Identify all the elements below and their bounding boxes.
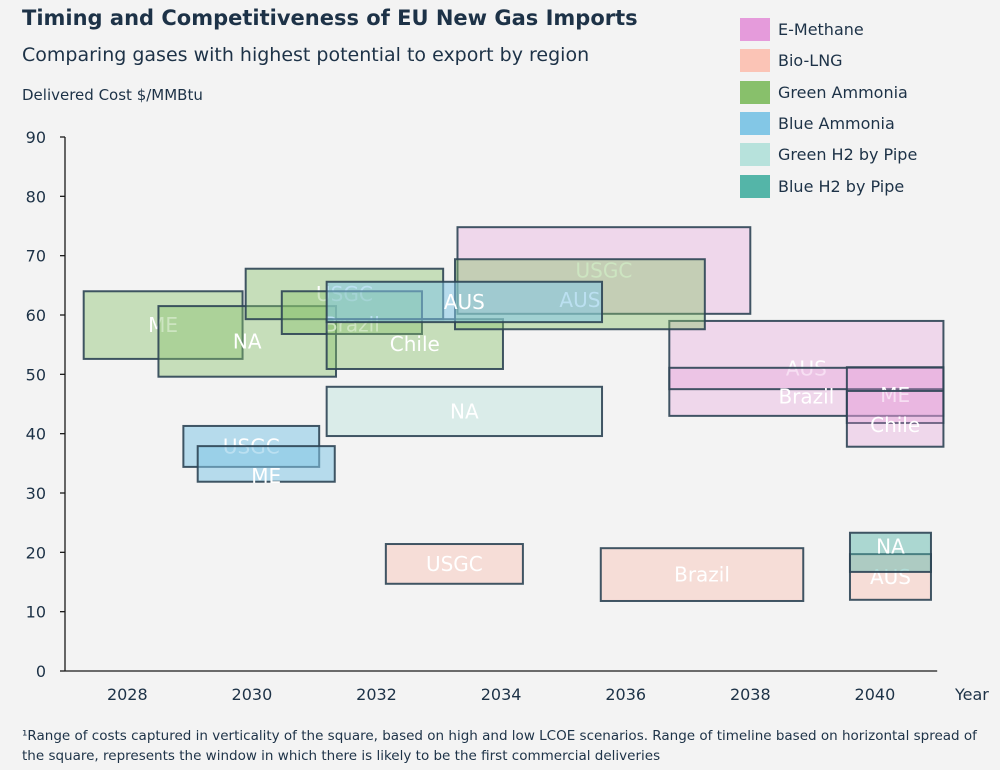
legend-swatch <box>740 18 770 42</box>
legend-swatch <box>740 143 770 167</box>
legend-item: Blue Ammonia <box>740 108 917 139</box>
x-axis-label: Year <box>954 685 989 704</box>
y-tick-label: 90 <box>26 128 46 147</box>
legend-label: Green H2 by Pipe <box>778 145 918 165</box>
range-box-blue-ammonia-aus <box>325 280 604 324</box>
x-tick-label: 2036 <box>605 685 646 704</box>
y-tick-label: 60 <box>26 306 46 325</box>
chart-subtitle: Comparing gases with highest potential t… <box>22 44 590 66</box>
legend-swatch <box>740 112 770 136</box>
footnote: ¹Range of costs captured in verticality … <box>22 728 977 764</box>
legend-label: Blue Ammonia <box>778 114 895 134</box>
box-label: Chile <box>390 332 440 356</box>
range-box-e-methane-chile <box>845 389 945 448</box>
box-label: USGC <box>426 552 483 576</box>
legend-item: Green H2 by Pipe <box>740 139 917 170</box>
box-label: ME <box>880 383 910 407</box>
legend-swatch <box>740 80 770 104</box>
box-label: NA <box>876 534 905 558</box>
x-tick-label: 2040 <box>855 685 896 704</box>
range-box-bio-lng-aus <box>848 553 932 601</box>
legend-item: Green Ammonia <box>740 77 917 108</box>
box-label: Chile <box>870 413 920 437</box>
box-label: ME <box>148 313 178 337</box>
x-tick-label: 2028 <box>107 685 148 704</box>
range-box-green-ammonia-na <box>157 305 338 378</box>
legend-swatch <box>740 49 770 73</box>
y-tick-label: 10 <box>26 603 46 622</box>
box-label: Brazil <box>674 563 730 587</box>
legend-item: Bio-LNG <box>740 45 917 76</box>
legend-label: Bio-LNG <box>778 51 843 71</box>
chart-title: Timing and Competitiveness of EU New Gas… <box>22 6 638 30</box>
y-tick-label: 70 <box>26 247 46 266</box>
y-tick-label: 30 <box>26 484 46 503</box>
y-tick-label: 40 <box>26 425 46 444</box>
y-tick-label: 50 <box>26 365 46 384</box>
y-tick-label: 80 <box>26 187 46 206</box>
legend-label: Blue H2 by Pipe <box>778 176 905 196</box>
legend-label: E-Methane <box>778 20 864 40</box>
legend-item: Blue H2 by Pipe <box>740 170 917 201</box>
box-label: NA <box>233 329 262 353</box>
legend: E-Methane Bio-LNG Green Ammonia Blue Ammoni… <box>740 14 917 202</box>
y-tick-label: 0 <box>36 662 46 681</box>
y-tick-label: 20 <box>26 543 46 562</box>
x-tick-label: 2032 <box>356 685 397 704</box>
range-box-green-ammonia-me <box>82 290 244 360</box>
legend-label: Green Ammonia <box>778 82 908 102</box>
box-label: NA <box>450 399 479 423</box>
box-label: ME <box>251 464 281 488</box>
legend-swatch <box>740 174 770 198</box>
x-tick-label: 2038 <box>730 685 771 704</box>
y-axis-label: Delivered Cost $/MMBtu <box>22 86 203 104</box>
box-label: Brazil <box>778 384 834 408</box>
x-tick-label: 2030 <box>232 685 273 704</box>
box-label: USGC <box>575 259 632 283</box>
range-box-blue-h2-by-pipe-na <box>848 531 932 573</box>
legend-item: E-Methane <box>740 14 917 45</box>
range-box-bio-lng-brazil <box>599 547 805 602</box>
box-label: AUS <box>444 290 485 314</box>
range-box-bio-lng-usgc <box>384 543 524 585</box>
box-label: AUS <box>870 565 911 589</box>
range-box-blue-ammonia-me <box>196 445 336 483</box>
range-box-green-h2-by-pipe-na <box>325 385 604 438</box>
x-tick-label: 2034 <box>481 685 522 704</box>
